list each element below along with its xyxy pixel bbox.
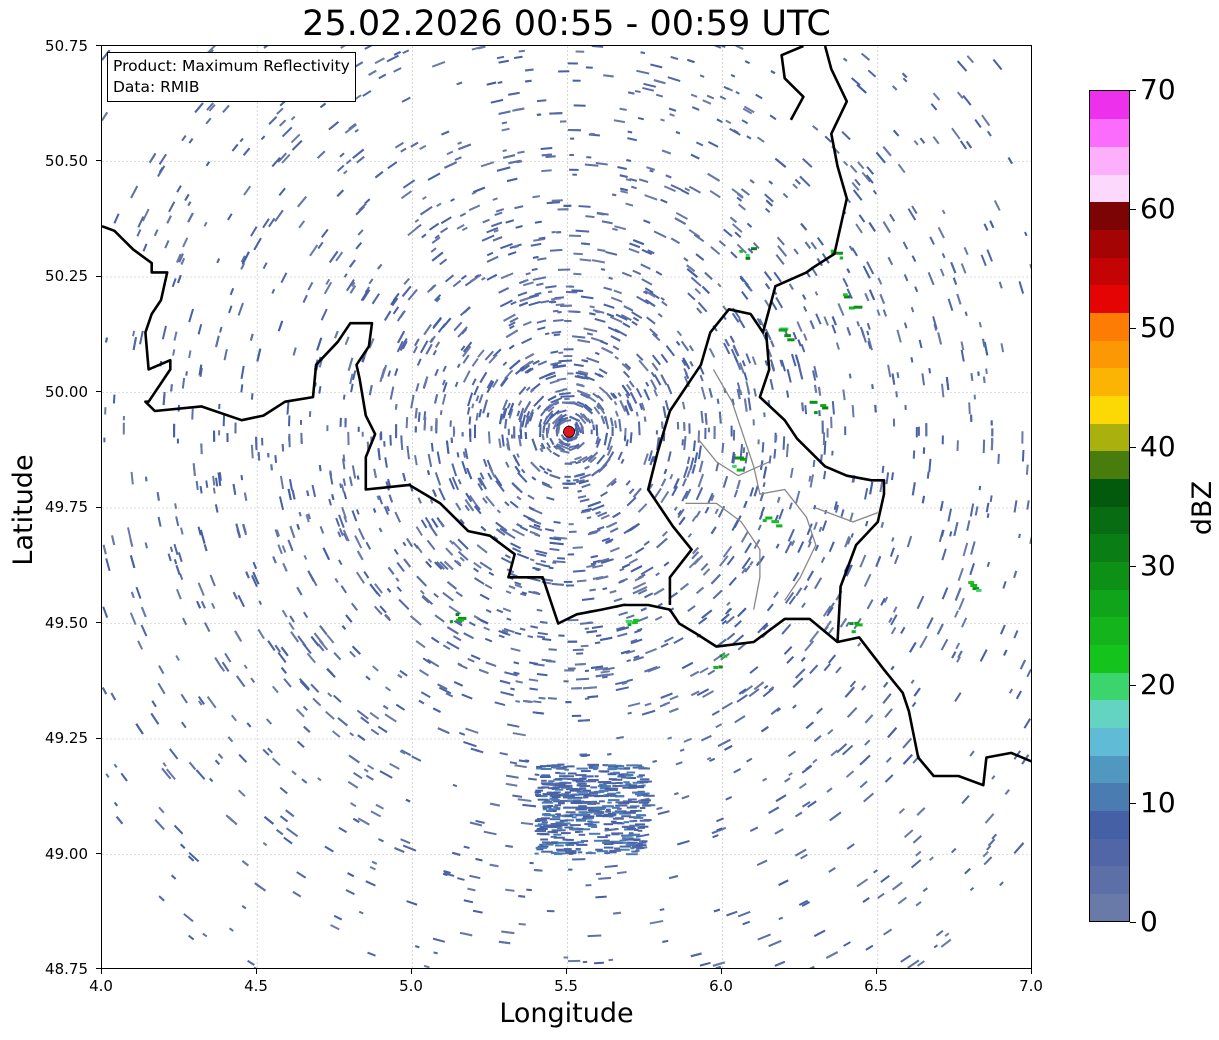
colorbar-tick-mark — [1130, 209, 1136, 210]
colorbar-segment — [1090, 865, 1129, 894]
colorbar-segment — [1090, 284, 1129, 313]
y-tick-label: 50.25 — [45, 267, 88, 285]
x-tick-mark — [1031, 969, 1032, 974]
colorbar-tick-mark — [1130, 685, 1136, 686]
colorbar-tick-mark — [1130, 328, 1136, 329]
colorbar-segment — [1090, 672, 1129, 701]
y-tick-mark — [96, 507, 101, 508]
y-tick-label: 50.50 — [45, 152, 88, 170]
x-tick-mark — [411, 969, 412, 974]
x-tick-label: 5.5 — [554, 977, 578, 995]
regional-border — [697, 438, 770, 477]
regional-border — [685, 502, 761, 610]
colorbar-segment — [1090, 838, 1129, 867]
y-tick-mark — [96, 622, 101, 623]
product-label: Product: Maximum Reflectivity — [113, 57, 350, 75]
colorbar-segment — [1090, 367, 1129, 396]
y-tick-mark — [96, 853, 101, 854]
colorbar-segment — [1090, 423, 1129, 452]
x-tick-mark — [256, 969, 257, 974]
country-border-south — [102, 224, 1031, 787]
regional-border — [815, 507, 879, 523]
product-info-box: Product: Maximum Reflectivity Data: RMIB — [107, 52, 356, 102]
colorbar — [1089, 90, 1130, 922]
colorbar-segment — [1090, 257, 1129, 286]
y-tick-label: 49.25 — [45, 729, 88, 747]
radar-map-plot — [101, 45, 1032, 969]
colorbar-segment — [1090, 91, 1129, 120]
x-tick-label: 4.5 — [244, 977, 268, 995]
x-tick-label: 6.0 — [709, 977, 733, 995]
y-tick-mark — [96, 968, 101, 969]
y-tick-label: 49.75 — [45, 498, 88, 516]
colorbar-segment — [1090, 229, 1129, 258]
colorbar-segment — [1090, 755, 1129, 784]
country-border-lu-east — [758, 332, 886, 643]
colorbar-segment — [1090, 174, 1129, 203]
colorbar-tick-mark — [1130, 447, 1136, 448]
colorbar-segment — [1090, 644, 1129, 673]
colorbar-tick-label: 50 — [1140, 311, 1176, 344]
radar-site-marker — [563, 425, 575, 438]
y-tick-label: 50.75 — [45, 37, 88, 55]
colorbar-segment — [1090, 312, 1129, 341]
x-tick-label: 5.0 — [399, 977, 423, 995]
colorbar-tick-label: 70 — [1140, 73, 1176, 106]
colorbar-segment — [1090, 589, 1129, 618]
colorbar-tick-label: 60 — [1140, 192, 1176, 225]
x-tick-mark — [876, 969, 877, 974]
data-source-label: Data: RMIB — [113, 78, 200, 96]
colorbar-segment — [1090, 340, 1129, 369]
y-axis-label: Latitude — [8, 454, 39, 566]
grid-lines — [102, 46, 1031, 968]
colorbar-segment — [1090, 146, 1129, 175]
y-tick-mark — [96, 45, 101, 46]
colorbar-segment — [1090, 478, 1129, 507]
colorbar-segment — [1090, 893, 1129, 921]
radar-echoes — [102, 46, 1031, 968]
x-tick-mark — [721, 969, 722, 974]
colorbar-tick-label: 10 — [1140, 786, 1176, 819]
x-tick-mark — [566, 969, 567, 974]
y-tick-mark — [96, 738, 101, 739]
colorbar-segment — [1090, 118, 1129, 147]
x-tick-label: 6.5 — [864, 977, 888, 995]
colorbar-tick-label: 20 — [1140, 668, 1176, 701]
colorbar-tick-mark — [1130, 922, 1136, 923]
colorbar-tick-mark — [1130, 566, 1136, 567]
colorbar-segment — [1090, 727, 1129, 756]
country-border-north — [780, 46, 805, 121]
x-axis-label: Longitude — [499, 998, 634, 1029]
x-tick-mark — [101, 969, 102, 974]
colorbar-tick-mark — [1130, 90, 1136, 91]
y-tick-label: 49.50 — [45, 614, 88, 632]
colorbar-segment — [1090, 201, 1129, 230]
map-title: 25.02.2026 00:55 - 00:59 UTC — [302, 4, 831, 44]
x-tick-label: 7.0 — [1019, 977, 1043, 995]
colorbar-segment — [1090, 616, 1129, 645]
colorbar-segment — [1090, 561, 1129, 590]
colorbar-segment — [1090, 506, 1129, 535]
x-tick-label: 4.0 — [89, 977, 113, 995]
y-tick-mark — [96, 160, 101, 161]
colorbar-segment — [1090, 782, 1129, 811]
y-tick-mark — [96, 391, 101, 392]
colorbar-segment — [1090, 533, 1129, 562]
y-tick-label: 48.75 — [45, 960, 88, 978]
colorbar-segment — [1090, 450, 1129, 479]
regional-border — [712, 369, 817, 601]
colorbar-segment — [1090, 810, 1129, 839]
radar-map-canvas — [102, 46, 1031, 968]
colorbar-tick-label: 40 — [1140, 430, 1176, 463]
colorbar-segment — [1090, 395, 1129, 424]
y-tick-label: 50.00 — [45, 383, 88, 401]
colorbar-label: dBZ — [1187, 480, 1218, 536]
colorbar-segment — [1090, 699, 1129, 728]
y-tick-mark — [96, 276, 101, 277]
country-border-lu-west — [646, 46, 849, 605]
y-tick-label: 49.00 — [45, 845, 88, 863]
colorbar-tick-label: 0 — [1140, 905, 1158, 938]
colorbar-tick-label: 30 — [1140, 549, 1176, 582]
colorbar-tick-mark — [1130, 803, 1136, 804]
